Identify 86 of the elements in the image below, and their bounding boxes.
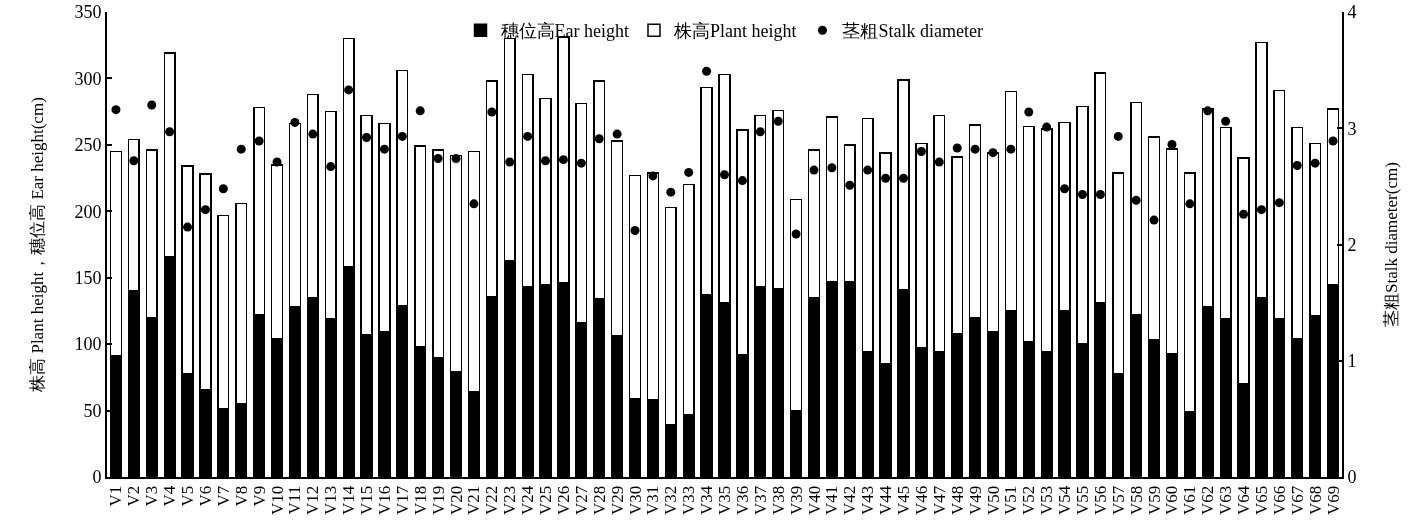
y-tick-label: 300 — [74, 68, 102, 89]
x-tick-label: V67 — [1287, 485, 1307, 516]
x-tick-label: V55 — [1072, 485, 1092, 516]
x-tick-label: V52 — [1019, 485, 1039, 516]
x-tick-label: V40 — [804, 485, 824, 516]
x-tick-label: V15 — [357, 485, 377, 516]
x-tick-label: V33 — [679, 485, 699, 516]
x-tick-label: V17 — [392, 485, 412, 516]
y-tick-label: 50 — [83, 400, 102, 421]
x-tick-label: V56 — [1090, 485, 1110, 516]
y2-tick-label: 0 — [1347, 467, 1357, 488]
x-tick-label: V32 — [661, 485, 681, 516]
x-tick-label: V42 — [840, 485, 860, 516]
x-tick-label: V12 — [303, 485, 323, 516]
x-tick-label: V24 — [518, 485, 538, 516]
x-tick-label: V48 — [947, 485, 967, 516]
x-tick-label: V3 — [142, 485, 162, 507]
x-tick-label: V65 — [1251, 485, 1271, 516]
x-tick-label: V34 — [697, 485, 717, 516]
x-tick-label: V1 — [106, 485, 126, 507]
legend-label: 茎粗Stalk diameter — [842, 21, 983, 42]
x-tick-label: V6 — [195, 485, 215, 507]
x-tick-label: V35 — [715, 485, 735, 516]
x-tick-label: V16 — [374, 485, 394, 516]
x-tick-label: V43 — [858, 485, 878, 516]
x-tick-label: V57 — [1108, 485, 1128, 516]
x-tick-label: V20 — [446, 485, 466, 516]
y-tick-label: 250 — [74, 135, 102, 156]
x-tick-label: V47 — [929, 485, 949, 516]
x-tick-label: V5 — [178, 485, 198, 507]
x-tick-label: V66 — [1269, 485, 1289, 516]
x-tick-label: V63 — [1216, 485, 1236, 516]
x-tick-label: V22 — [482, 485, 502, 516]
x-tick-label: V14 — [339, 485, 359, 516]
x-tick-label: V8 — [231, 485, 251, 507]
x-tick-label: V45 — [894, 485, 914, 516]
y2-tick-label: 4 — [1347, 2, 1357, 23]
x-tick-label: V23 — [500, 485, 520, 516]
x-tick-label: V61 — [1180, 485, 1200, 516]
x-tick-label: V59 — [1144, 485, 1164, 516]
x-tick-label: V31 — [643, 485, 663, 516]
x-tick-label: V36 — [732, 485, 752, 516]
x-tick-label: V13 — [321, 485, 341, 516]
x-tick-label: V64 — [1234, 485, 1254, 516]
x-tick-label: V39 — [786, 485, 806, 516]
x-tick-label: V26 — [553, 485, 573, 516]
x-tick-label: V2 — [124, 485, 144, 507]
x-tick-label: V50 — [983, 485, 1003, 516]
y2-axis-title: 茎粗Stalk diameter(cm) — [1382, 162, 1402, 327]
x-tick-label: V10 — [267, 485, 287, 516]
x-tick-label: V4 — [160, 485, 180, 507]
x-tick-label: V28 — [589, 485, 609, 516]
x-tick-label: V30 — [625, 485, 645, 516]
x-tick-label: V49 — [965, 485, 985, 516]
x-tick-label: V19 — [428, 485, 448, 516]
y2-tick-label: 2 — [1347, 234, 1357, 255]
x-tick-label: V58 — [1126, 485, 1146, 516]
x-tick-label: V18 — [410, 485, 430, 516]
x-tick-label: V7 — [213, 485, 233, 507]
x-tick-label: V11 — [285, 485, 305, 515]
x-tick-label: V9 — [249, 485, 269, 507]
x-tick-label: V69 — [1323, 485, 1343, 516]
y-tick-label: 350 — [74, 2, 102, 23]
x-tick-label: V46 — [911, 485, 931, 516]
y-tick-label: 100 — [74, 334, 102, 355]
x-tick-label: V37 — [750, 485, 770, 516]
x-tick-label: V25 — [536, 485, 556, 516]
x-tick-label: V21 — [464, 485, 484, 516]
y2-tick-label: 3 — [1347, 118, 1357, 139]
y2-tick-label: 1 — [1347, 351, 1357, 372]
x-tick-label: V38 — [768, 485, 788, 516]
x-tick-label: V68 — [1305, 485, 1325, 516]
x-tick-label: V27 — [571, 485, 591, 516]
x-tick-label: V60 — [1162, 485, 1182, 516]
x-tick-label: V41 — [822, 485, 842, 516]
legend-label: 株高Plant height — [672, 21, 797, 42]
y-axis-title: 株高 Plant height，穗位高 Ear height(cm) — [28, 97, 48, 393]
x-tick-label: V44 — [876, 485, 896, 516]
y-tick-label: 0 — [92, 467, 102, 488]
x-tick-label: V62 — [1198, 485, 1218, 516]
x-tick-label: V51 — [1001, 485, 1021, 516]
x-tick-label: V53 — [1037, 485, 1057, 516]
x-tick-label: V29 — [607, 485, 627, 516]
y-tick-label: 150 — [74, 268, 102, 289]
y-tick-label: 200 — [74, 201, 102, 222]
x-tick-label: V54 — [1055, 485, 1075, 516]
